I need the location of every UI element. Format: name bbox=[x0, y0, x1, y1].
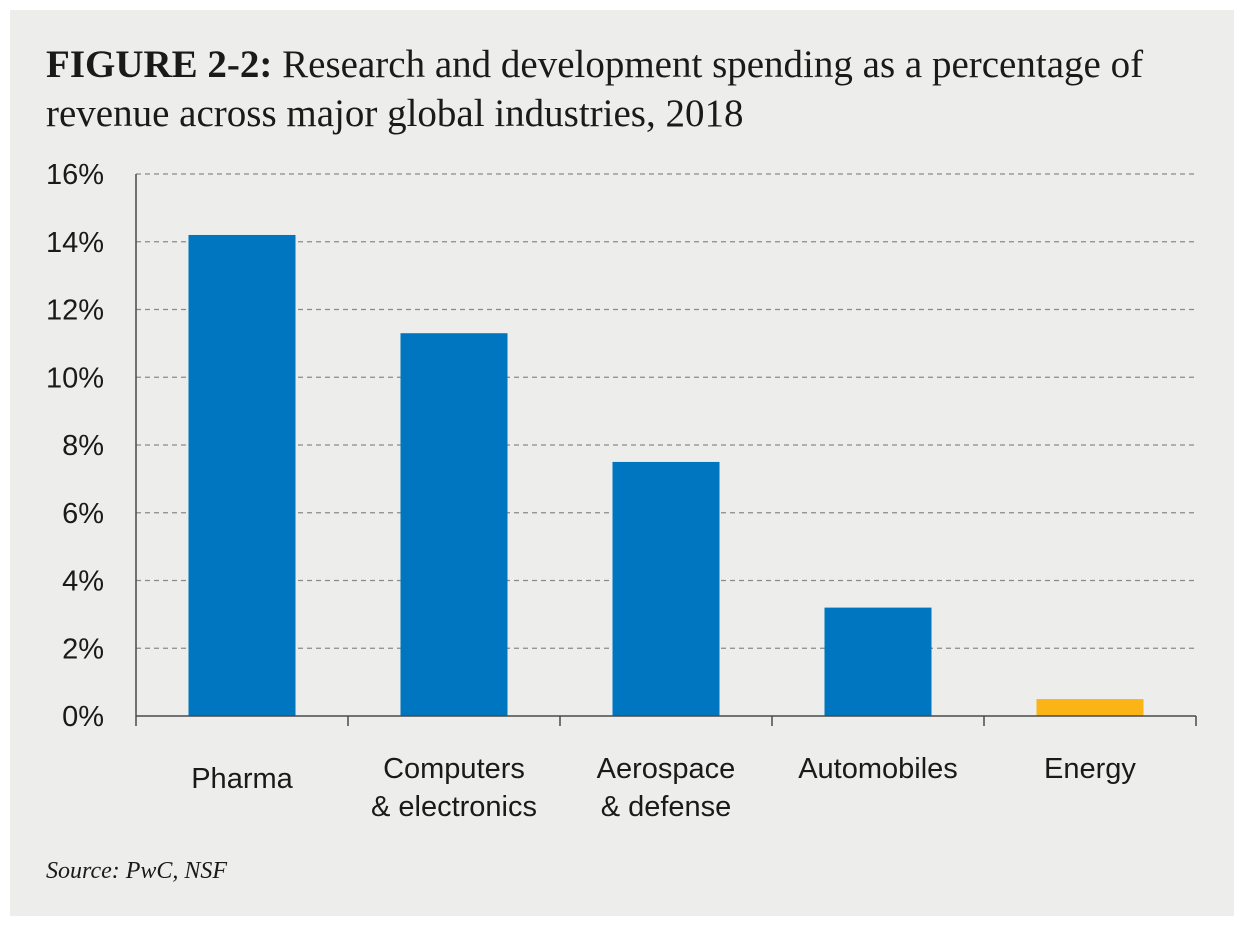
y-tick-labels: 0% 2% 4% 6% 8% 10% 12% 14% 16% bbox=[46, 159, 104, 733]
axes bbox=[135, 174, 1197, 726]
bar-chart: 0% 2% 4% 6% 8% 10% 12% 14% 16% Pharma Computers & … bbox=[46, 159, 1197, 823]
y-tick-label: 10% bbox=[46, 362, 104, 394]
bar bbox=[824, 607, 932, 716]
category-labels: Pharma Computers & electronics Aerospace & d… bbox=[191, 753, 1136, 823]
category-label-line: Aerospace bbox=[597, 753, 736, 785]
category-label: Energy bbox=[1044, 753, 1136, 785]
y-tick-label: 0% bbox=[62, 701, 104, 733]
category-label-line: Energy bbox=[1044, 753, 1136, 785]
y-tick-label: 14% bbox=[46, 227, 104, 259]
y-tick-label: 4% bbox=[62, 566, 104, 598]
y-tick-label: 12% bbox=[46, 295, 104, 327]
category-label-line: & electronics bbox=[371, 791, 537, 823]
category-label: Aerospace & defense bbox=[597, 753, 736, 823]
y-tick-label: 6% bbox=[62, 498, 104, 530]
bar bbox=[188, 234, 296, 716]
category-label-line: Computers bbox=[383, 753, 525, 785]
category-label: Pharma bbox=[191, 763, 293, 795]
bars bbox=[188, 234, 1144, 716]
category-label-line: & defense bbox=[601, 791, 732, 823]
bar bbox=[612, 461, 720, 716]
category-label: Computers & electronics bbox=[371, 753, 537, 823]
y-tick-label: 8% bbox=[62, 430, 104, 462]
y-tick-label: 2% bbox=[62, 633, 104, 665]
category-label-line: Pharma bbox=[191, 763, 293, 795]
gridlines bbox=[136, 173, 1196, 649]
bar bbox=[1036, 699, 1144, 716]
figure-panel: FIGURE 2-2: Research and development spe… bbox=[10, 10, 1234, 916]
figure-title-text: Research and development spending as a p… bbox=[46, 43, 1144, 135]
figure-label: FIGURE 2-2: bbox=[46, 43, 273, 86]
bar bbox=[400, 333, 508, 716]
y-tick-label: 16% bbox=[46, 159, 104, 191]
source-note: Source: PwC, NSF bbox=[46, 858, 228, 884]
figure-title: FIGURE 2-2: Research and development spe… bbox=[46, 40, 1216, 138]
category-label: Automobiles bbox=[798, 753, 958, 785]
category-label-line: Automobiles bbox=[798, 753, 958, 785]
